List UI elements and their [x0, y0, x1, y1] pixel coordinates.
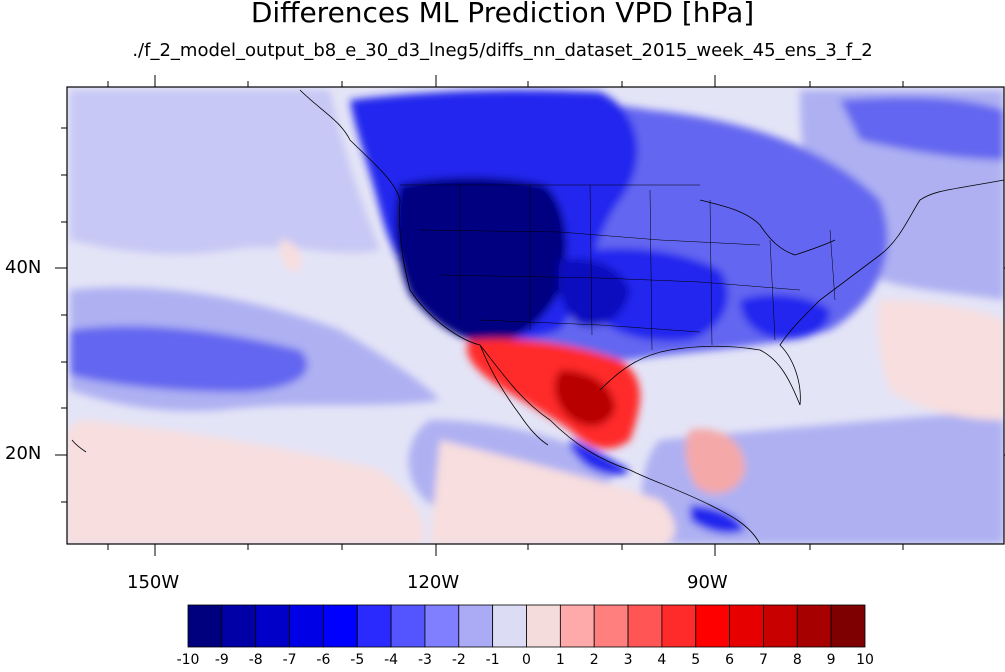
- colorbar-label: -4: [384, 652, 399, 668]
- colorbar-swatch: [695, 604, 730, 648]
- map-anomaly-fields: [67, 90, 1004, 544]
- colorbar-swatch: [593, 604, 629, 648]
- colorbar-swatch: [796, 604, 832, 648]
- colorbar-swatch: [289, 604, 324, 648]
- colorbar-label: -1: [485, 652, 500, 668]
- colorbar-label: 6: [725, 652, 735, 668]
- colorbar-label: 0: [522, 652, 531, 668]
- baja-coastline: [479, 344, 549, 446]
- colorbar-swatch: [221, 604, 257, 648]
- colorbar-swatch: [424, 604, 460, 648]
- colorbar-label: -10: [176, 652, 200, 668]
- colorbar-label: 2: [589, 652, 599, 668]
- light-red-patch: [430, 440, 675, 544]
- navy-patch: [558, 258, 630, 327]
- blue-patch: [590, 248, 729, 342]
- colorbar-swatch: [187, 604, 223, 648]
- colorbar-swatch: [322, 604, 358, 648]
- colorbar-label: 9: [826, 652, 836, 668]
- colorbar-swatch: [559, 604, 595, 648]
- colorbar-label: 4: [657, 652, 667, 668]
- colorbar-swatch: [627, 604, 663, 648]
- map-field: [67, 87, 1004, 544]
- lat-label-20n: 20N: [5, 443, 42, 464]
- lon-label-120w: 120W: [407, 572, 460, 593]
- colorbar-label: 7: [758, 652, 768, 668]
- colorbar-swatch: [763, 604, 798, 648]
- colorbar-swatch: [356, 604, 392, 648]
- colorbar-label: 1: [555, 652, 565, 668]
- colorbar-label: 8: [792, 652, 802, 668]
- chart-title: Differences ML Prediction VPD [hPa]: [250, 0, 755, 29]
- colorbar: [187, 604, 866, 648]
- colorbar-label: -5: [350, 652, 365, 668]
- light-blue-patch: [70, 90, 380, 255]
- colorbar-swatch: [661, 604, 697, 648]
- colorbar-label: -3: [417, 652, 432, 668]
- colorbar-swatch: [390, 604, 426, 648]
- colorbar-swatch: [458, 604, 494, 648]
- gulf-coastline: [599, 179, 1004, 406]
- lon-label-90w: 90W: [687, 572, 728, 593]
- colorbar-label: -6: [316, 652, 331, 668]
- colorbar-swatch: [830, 604, 866, 648]
- colorbar-swatch: [492, 604, 527, 648]
- mid-blue-patch: [70, 326, 308, 392]
- colorbar-swatch: [526, 604, 561, 648]
- lat-label-40n: 40N: [5, 257, 42, 278]
- state-borders: [400, 184, 836, 351]
- coastlines: [71, 89, 1004, 544]
- blue-patch: [690, 505, 745, 534]
- dark-red-patch: [554, 370, 615, 427]
- colorbar-label: 5: [691, 652, 701, 668]
- colorbar-swatch: [729, 604, 764, 648]
- map-ticks: [55, 75, 1005, 556]
- light-red-patch: [878, 300, 1004, 420]
- light-red-patch: [67, 420, 424, 544]
- mid-blue-patch: [840, 97, 1004, 160]
- colorbar-label: -9: [214, 652, 229, 668]
- navy-patch: [395, 177, 567, 345]
- lon-label-150w: 150W: [127, 572, 180, 593]
- hawaii: [71, 439, 87, 453]
- pink-patch: [685, 429, 745, 494]
- colorbar-label: 3: [623, 652, 633, 668]
- chart-subtitle: ./f_2_model_output_b8_e_30_d3_lneg5/diff…: [132, 40, 873, 61]
- light-red-patch: [280, 240, 302, 272]
- colorbar-label: -8: [248, 652, 263, 668]
- colorbar-label: -7: [282, 652, 297, 668]
- colorbar-label: -2: [451, 652, 466, 668]
- great-lakes: [699, 199, 836, 256]
- blue-patch: [569, 440, 630, 476]
- blue-patch: [740, 294, 830, 340]
- colorbar-label: 10: [856, 652, 874, 668]
- colorbar-swatch: [255, 604, 290, 648]
